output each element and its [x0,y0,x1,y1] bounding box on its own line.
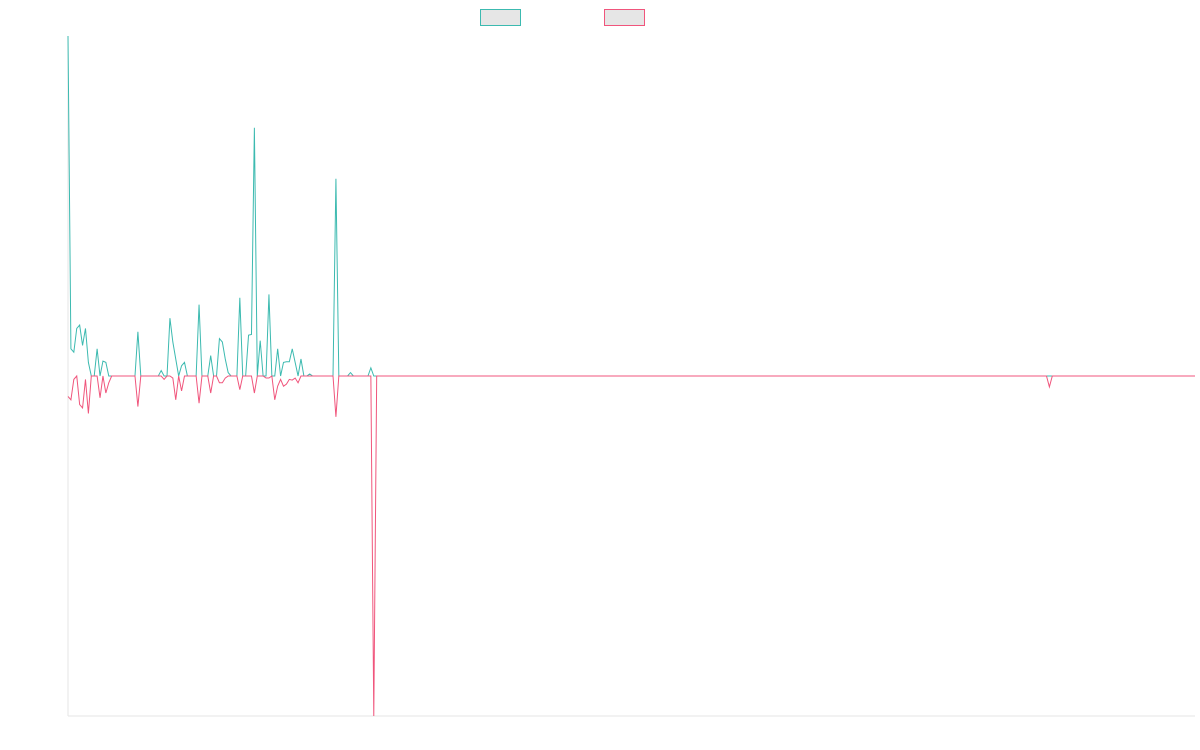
plot-area [67,35,1195,717]
legend [480,9,645,26]
series-line-1 [67,35,1195,377]
legend-swatch-1[interactable] [480,9,521,26]
axes [67,36,1195,717]
legend-swatch-2[interactable] [604,9,645,26]
series-line-2 [67,374,1195,717]
